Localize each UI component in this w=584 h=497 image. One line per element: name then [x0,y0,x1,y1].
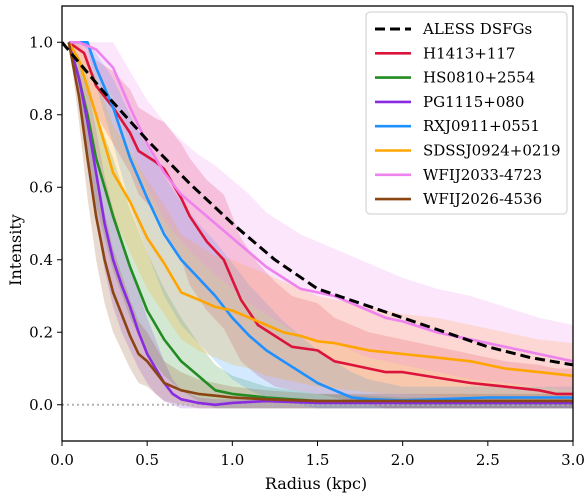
legend-label: WFIJ2033-4723 [423,166,542,184]
legend-label: RXJ0911+0551 [423,117,540,135]
x-tick-label: 3.0 [561,451,584,469]
band-rxj0911-0551 [68,42,573,409]
x-tick-label: 1.0 [220,451,244,469]
x-tick-label: 0.0 [50,451,74,469]
y-axis-ticks: 0.0 0.2 0.4 0.6 0.8 1.0 [29,33,62,414]
x-tick-label: 2.5 [476,451,500,469]
x-axis-ticks: 0.0 0.5 1.0 1.5 2.0 2.5 3.0 [50,441,584,469]
legend-label: PG1115+080 [423,93,524,111]
x-tick-label: 1.5 [306,451,330,469]
line-aless-dsfgs [62,41,573,367]
legend-label: ALESS DSFGs [422,20,532,38]
legend-label: HS0810+2554 [423,69,535,87]
y-tick-label: 1.0 [29,33,53,51]
y-tick-label: 0.4 [29,251,53,269]
legend-box [365,11,568,215]
legend-label: SDSSJ0924+0219 [423,142,561,160]
x-axis-label: Radius (kpc) [265,474,367,493]
y-tick-label: 0.2 [29,323,53,341]
band-wfij2033-4723 [68,42,573,391]
line-h1413-117 [68,41,573,396]
legend: ALESS DSFGs H1413+117 HS0810+2554 PG1115+08… [365,11,568,215]
line-sdssj0924-0219 [67,41,573,378]
x-tick-label: 0.5 [135,451,159,469]
band-sdssj0924-0219 [68,42,573,402]
x-tick-label: 2.0 [391,451,415,469]
line-wfij2033-4723 [68,40,573,363]
line-wfij2026-4536 [67,42,573,403]
y-tick-label: 0.0 [29,396,53,414]
y-tick-label: 0.8 [29,106,53,124]
legend-label: WFIJ2026-4536 [423,190,542,208]
series-lines [62,40,573,407]
y-axis-label: Intensity [6,214,25,286]
legend-label: H1413+117 [423,44,515,62]
y-tick-label: 0.6 [29,178,53,196]
